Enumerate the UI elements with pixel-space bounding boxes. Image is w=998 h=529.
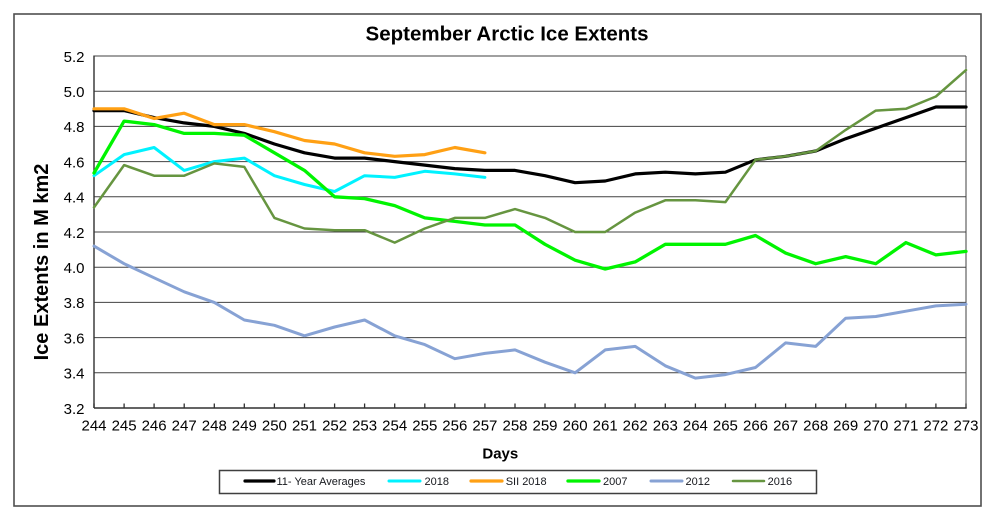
svg-text:4.0: 4.0 [64, 260, 85, 277]
svg-text:3.4: 3.4 [64, 366, 85, 383]
svg-text:3.6: 3.6 [64, 330, 85, 347]
svg-text:266: 266 [743, 418, 768, 435]
svg-text:258: 258 [502, 418, 527, 435]
svg-text:4.6: 4.6 [64, 154, 85, 171]
svg-text:268: 268 [803, 418, 828, 435]
svg-text:2018: 2018 [425, 476, 449, 488]
svg-text:4.4: 4.4 [64, 190, 85, 207]
svg-text:Days: Days [482, 446, 518, 463]
svg-text:254: 254 [382, 418, 407, 435]
svg-text:269: 269 [833, 418, 858, 435]
svg-text:244: 244 [81, 418, 106, 435]
svg-text:250: 250 [262, 418, 287, 435]
svg-text:273: 273 [953, 418, 978, 435]
svg-text:259: 259 [532, 418, 557, 435]
svg-text:2012: 2012 [686, 476, 710, 488]
svg-text:5.2: 5.2 [64, 49, 85, 66]
svg-text:252: 252 [322, 418, 347, 435]
svg-text:260: 260 [563, 418, 588, 435]
svg-text:249: 249 [232, 418, 257, 435]
svg-text:255: 255 [412, 418, 437, 435]
svg-text:2016: 2016 [768, 476, 792, 488]
svg-text:247: 247 [172, 418, 197, 435]
svg-text:270: 270 [863, 418, 888, 435]
svg-text:261: 261 [593, 418, 618, 435]
svg-text:3.2: 3.2 [64, 401, 85, 418]
svg-text:271: 271 [893, 418, 918, 435]
svg-text:256: 256 [442, 418, 467, 435]
svg-text:5.0: 5.0 [64, 84, 85, 101]
svg-text:3.8: 3.8 [64, 295, 85, 312]
svg-text:253: 253 [352, 418, 377, 435]
svg-text:11- Year Averages: 11- Year Averages [277, 476, 366, 488]
svg-text:267: 267 [773, 418, 798, 435]
svg-text:251: 251 [292, 418, 317, 435]
svg-text:SII 2018: SII 2018 [506, 476, 547, 488]
svg-text:2007: 2007 [603, 476, 627, 488]
svg-text:272: 272 [923, 418, 948, 435]
svg-text:245: 245 [112, 418, 137, 435]
svg-text:246: 246 [142, 418, 167, 435]
svg-text:264: 264 [683, 418, 708, 435]
svg-text:257: 257 [472, 418, 497, 435]
svg-text:263: 263 [653, 418, 678, 435]
svg-text:4.2: 4.2 [64, 225, 85, 242]
svg-text:265: 265 [713, 418, 738, 435]
svg-text:September Arctic Ice Extents: September Arctic Ice Extents [366, 22, 649, 45]
svg-text:262: 262 [623, 418, 648, 435]
svg-text:248: 248 [202, 418, 227, 435]
svg-text:4.8: 4.8 [64, 119, 85, 136]
svg-text:Ice Extents in M km2: Ice Extents in M km2 [31, 164, 53, 361]
